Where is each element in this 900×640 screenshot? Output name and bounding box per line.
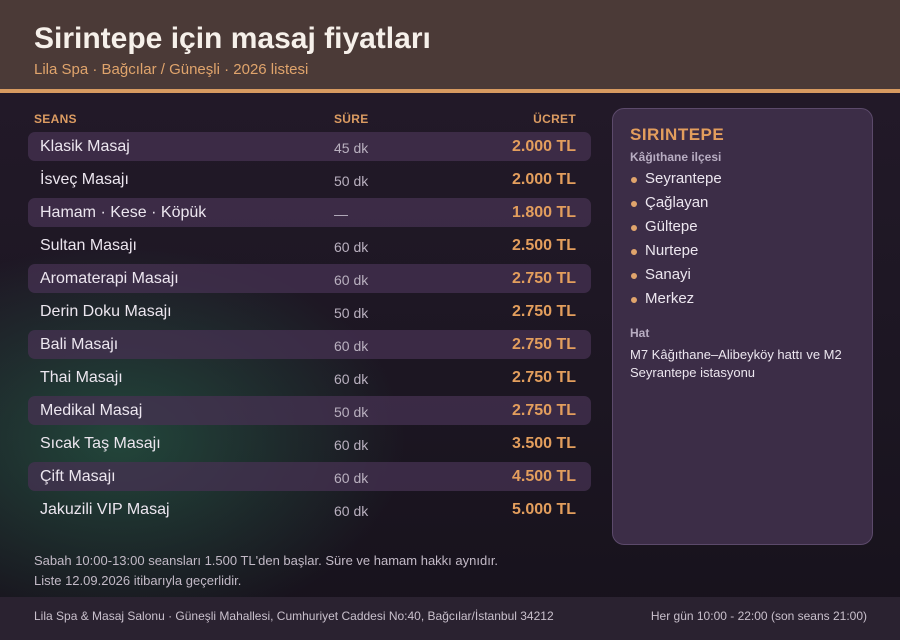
neighborhood-list: Seyrantepe Çağlayan Gültepe Nurtepe Sanayi Me… [630,170,860,314]
row-price: 2.750 TL [511,369,576,386]
row-price: 3.500 TL [511,435,576,452]
bullet-icon [631,249,637,255]
footer: Lila Spa & Masaj Salonu · Güneşli Mahall… [0,597,900,640]
bullet-icon [631,297,637,303]
row-duration: 60 dk [334,437,369,453]
row-session-name: Jakuzili VIP Masaj [40,501,170,518]
row-session-name: Derin Doku Masajı [40,303,172,320]
row-price: 2.750 TL [511,270,576,287]
row-duration: 60 dk [334,338,369,354]
neighborhood-item: Nurtepe [630,242,860,266]
neighborhood-label: Sanayi [645,266,691,283]
neighborhood-item: Merkez [630,290,860,314]
district-title: SIRINTEPE [630,125,725,144]
table-row: Bali Masajı 60 dk 2.750 TL [28,330,591,359]
footer-address: Lila Spa & Masaj Salonu · Güneşli Mahall… [34,609,554,623]
table-row: İsveç Masajı 50 dk 2.000 TL [28,165,591,194]
note-validity: Liste 12.09.2026 itibarıyla geçerlidir. [34,573,242,588]
neighborhood-item: Sanayi [630,266,860,290]
bullet-icon [631,201,637,207]
table-row: Medikal Masaj 50 dk 2.750 TL [28,396,591,425]
price-table: Klasik Masaj 45 dk 2.000 TL İsveç Masajı 50 … [28,132,591,528]
note-morning: Sabah 10:00-13:00 seansları 1.500 TL'den… [34,553,499,568]
bullet-icon [631,273,637,279]
neighborhood-label: Seyrantepe [645,170,722,187]
row-session-name: Klasik Masaj [40,138,130,155]
header: Sirintepe için masaj fiyatları Lila Spa … [0,0,900,89]
table-row: Sultan Masajı 60 dk 2.500 TL [28,231,591,260]
table-row: Çift Masajı 60 dk 4.500 TL [28,462,591,491]
row-session-name: Medikal Masaj [40,402,143,419]
row-session-name: Çift Masajı [40,468,116,485]
column-header-duration: SÜRE [334,112,369,126]
row-price: 1.800 TL [511,204,576,221]
neighborhood-label: Çağlayan [645,194,709,211]
neighborhood-item: Gültepe [630,218,860,242]
table-row: Hamam · Kese · Köpük — 1.800 TL [28,198,591,227]
row-duration: 60 dk [334,371,369,387]
table-row: Aromaterapi Masajı 60 dk 2.750 TL [28,264,591,293]
row-session-name: Hamam · Kese · Köpük [40,204,207,221]
neighborhood-label: Merkez [645,290,695,307]
neighborhood-item: Seyrantepe [630,170,860,194]
row-duration: 50 dk [334,404,369,420]
table-row: Sıcak Taş Masajı 60 dk 3.500 TL [28,429,591,458]
district-panel: SIRINTEPE Kâğıthane ilçesi Seyrantepe Çağ… [612,108,873,545]
page-subtitle: Lila Spa · Bağcılar / Güneşli · 2026 lis… [34,61,309,78]
transit-label: Hat [630,326,650,340]
row-session-name: Thai Masajı [40,369,123,386]
row-session-name: Sultan Masajı [40,237,137,254]
row-duration: 50 dk [334,305,369,321]
bullet-icon [631,177,637,183]
column-header-session: SEANS [34,112,77,126]
neighborhood-label: Nurtepe [645,242,699,259]
row-duration: — [334,206,348,222]
bullet-icon [631,225,637,231]
table-row: Klasik Masaj 45 dk 2.000 TL [28,132,591,161]
row-session-name: Aromaterapi Masajı [40,270,179,287]
neighborhood-label: Gültepe [645,218,698,235]
neighborhood-item: Çağlayan [630,194,860,218]
table-row: Thai Masajı 60 dk 2.750 TL [28,363,591,392]
row-duration: 45 dk [334,140,369,156]
row-price: 5.000 TL [511,501,576,518]
row-duration: 50 dk [334,173,369,189]
row-session-name: Sıcak Taş Masajı [40,435,161,452]
table-row: Derin Doku Masajı 50 dk 2.750 TL [28,297,591,326]
row-session-name: İsveç Masajı [40,171,129,188]
row-duration: 60 dk [334,503,369,519]
row-price: 2.000 TL [511,171,576,188]
row-price: 2.750 TL [511,303,576,320]
header-divider [0,89,900,93]
row-duration: 60 dk [334,470,369,486]
row-duration: 60 dk [334,272,369,288]
column-header-price: ÜCRET [533,112,576,126]
transit-text: M7 Kâğıthane–Alibeyköy hattı ve M2 Seyra… [630,347,842,380]
row-price: 2.500 TL [511,237,576,254]
table-row: Jakuzili VIP Masaj 60 dk 5.000 TL [28,495,591,524]
footer-hours: Her gün 10:00 - 22:00 (son seans 21:00) [650,609,867,623]
row-price: 2.750 TL [511,402,576,419]
row-price: 2.000 TL [511,138,576,155]
row-duration: 60 dk [334,239,369,255]
row-session-name: Bali Masajı [40,336,119,353]
page-title: Sirintepe için masaj fiyatları [34,22,431,55]
row-price: 4.500 TL [511,468,576,485]
district-subtitle: Kâğıthane ilçesi [630,150,722,164]
row-price: 2.750 TL [511,336,576,353]
